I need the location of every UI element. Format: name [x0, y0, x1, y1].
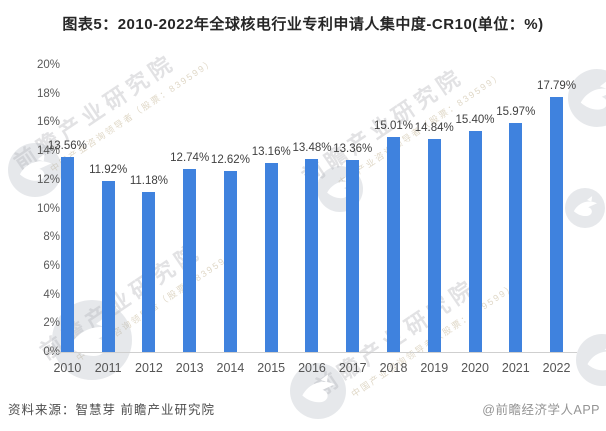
x-axis-label: 2022 — [542, 361, 571, 375]
bar-value-label: 13.16% — [251, 146, 291, 159]
bar-slot-2013: 12.74% 2013 — [169, 65, 210, 375]
plot-area: 13.56% 2010 11.92% 2011 11.18% 2012 12.74% 2013… — [47, 65, 577, 375]
bar-slot-2021: 15.97% 2021 — [495, 65, 536, 375]
bar-2021 — [509, 122, 523, 352]
watermark-bird-icon — [576, 334, 606, 386]
bar-slot-2012: 11.18% 2012 — [129, 65, 170, 375]
y-axis-tick-label: 20% — [36, 59, 60, 71]
bar-2018 — [387, 136, 400, 352]
y-axis-tick-label: 10% — [36, 202, 60, 215]
bar-slot-2015: 13.16% 2015 — [251, 65, 292, 375]
x-axis-label: 2014 — [216, 361, 245, 375]
bar-slot-2020: 15.40% 2020 — [455, 65, 496, 375]
y-axis-tick-label: 2% — [43, 317, 60, 330]
x-axis-label: 2013 — [175, 361, 204, 375]
bar-value-label: 15.40% — [455, 114, 495, 127]
bar-2014 — [223, 170, 237, 352]
bar-value-label: 15.01% — [373, 119, 414, 132]
x-axis-label: 2020 — [461, 361, 489, 375]
x-axis-label: 2016 — [298, 361, 326, 375]
x-axis-label: 2021 — [501, 361, 530, 375]
bar-slot-2018: 15.01% 2018 — [373, 65, 414, 375]
source-note: 资料来源：智慧芽 前瞻产业研究院 — [8, 403, 215, 417]
bar-2010 — [60, 157, 74, 352]
y-axis-tick-label: 8% — [43, 231, 60, 244]
bar-slot-2016: 13.48% 2016 — [292, 65, 333, 375]
brand-note: @前瞻经济学人APP — [482, 403, 600, 417]
watermark-logo-circle — [576, 334, 606, 386]
y-axis-tick-label: 4% — [43, 288, 60, 301]
bar-2022 — [550, 96, 564, 352]
bar-value-label: 12.62% — [210, 153, 250, 166]
bar-2017 — [346, 160, 360, 352]
chart-title: 图表5：2010-2022年全球核电行业专利申请人集中度-CR10(单位：%) — [62, 16, 544, 33]
bar-value-label: 17.79% — [537, 79, 577, 92]
bar-value-label: 13.36% — [333, 143, 373, 156]
x-axis-label: 2010 — [53, 361, 82, 375]
bar-2013 — [183, 169, 197, 352]
bar-value-label: 12.74% — [170, 152, 210, 165]
bar-slot-2017: 13.36% 2017 — [332, 65, 373, 375]
bar-2015 — [264, 163, 278, 352]
bar-value-label: 11.92% — [89, 163, 128, 176]
bar-2016 — [305, 158, 319, 352]
x-axis-label: 2017 — [338, 361, 367, 375]
x-axis-label: 2015 — [257, 361, 286, 375]
footer: 资料来源：智慧芽 前瞻产业研究院 @前瞻经济学人APP — [8, 399, 600, 418]
bar-series: 13.56% 2010 11.92% 2011 11.18% 2012 12.74% 2013… — [47, 65, 577, 375]
bar-slot-2022: 17.79% 2022 — [536, 65, 577, 375]
bar-value-label: 14.84% — [414, 122, 454, 135]
bar-2019 — [427, 139, 441, 352]
x-axis-label: 2019 — [420, 361, 449, 375]
bar-2020 — [468, 131, 482, 352]
x-axis-label: 2012 — [135, 361, 163, 375]
bar-slot-2019: 14.84% 2019 — [414, 65, 455, 375]
bar-slot-2010: 13.56% 2010 — [47, 65, 88, 375]
bar-slot-2011: 11.92% 2011 — [88, 65, 129, 375]
bar-value-label: 13.56% — [47, 140, 87, 153]
bar-2012 — [142, 191, 156, 352]
bar-value-label: 13.48% — [292, 141, 332, 154]
y-axis-tick-label: 6% — [43, 259, 60, 272]
bar-value-label: 15.97% — [496, 105, 536, 118]
x-axis-label: 2018 — [379, 361, 408, 375]
y-axis-tick-label: 18% — [36, 87, 60, 100]
y-axis-tick-label: 16% — [36, 116, 60, 129]
bar-value-label: 11.18% — [129, 174, 168, 187]
bar-slot-2014: 12.62% 2014 — [210, 65, 251, 375]
bar-2011 — [101, 180, 115, 352]
x-axis-label: 2011 — [94, 361, 122, 375]
